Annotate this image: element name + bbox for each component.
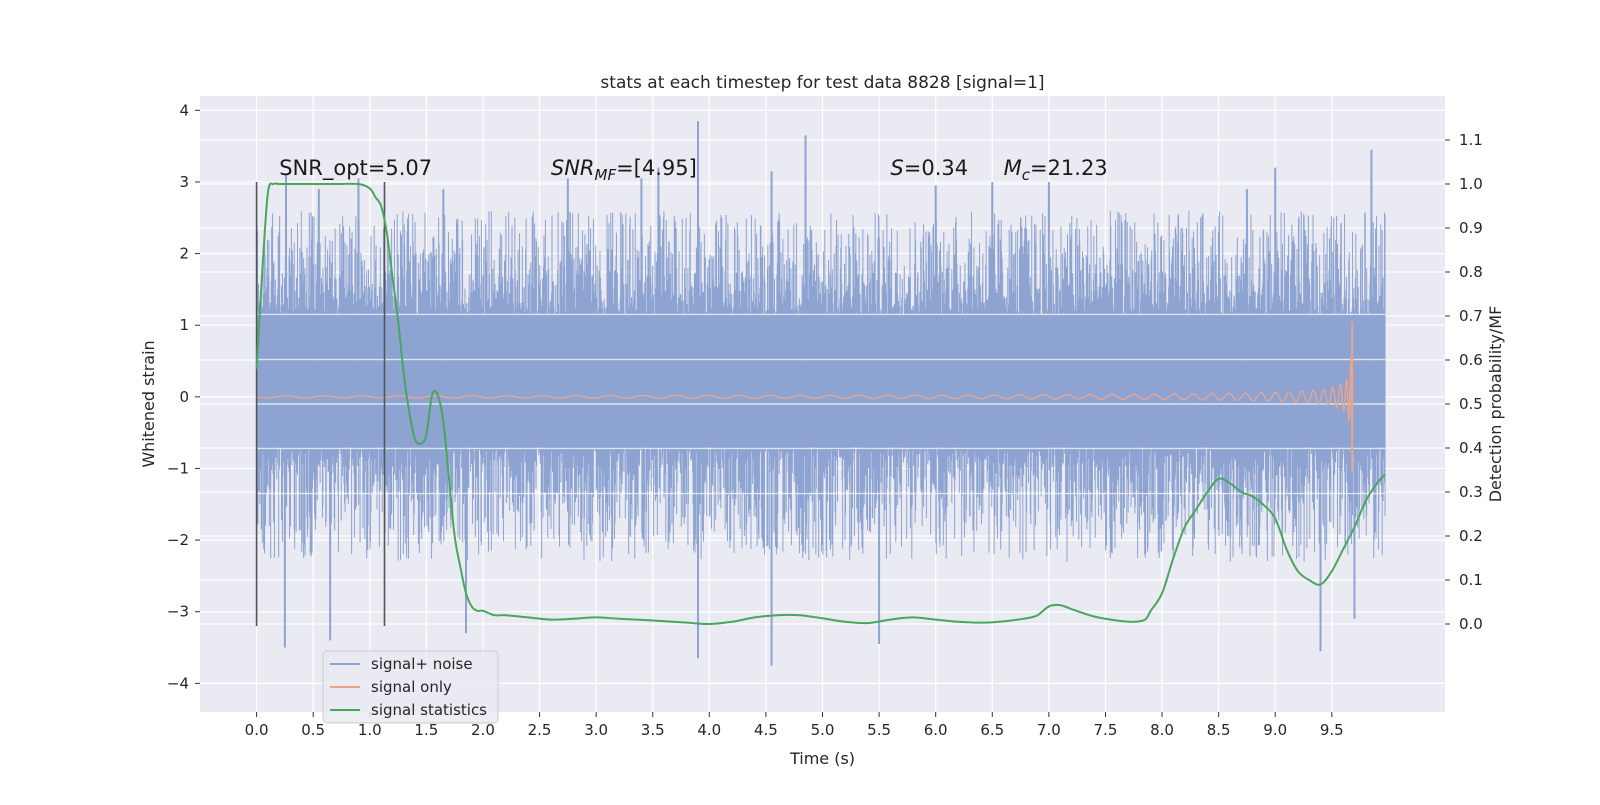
y-right-axis-label: Detection probability/MF [1486, 306, 1505, 503]
x-axis-label: Time (s) [789, 749, 855, 768]
y-tick-label: 2 [179, 245, 189, 263]
signal-only-trace [256, 356, 1353, 454]
x-tick-label: 9.0 [1263, 721, 1287, 739]
annotation-1: SNRMF=[4.95] [551, 156, 697, 184]
legend-label: signal only [371, 678, 452, 696]
y-axis-ticks: 4 3 2 1 0 −1 −2 −3 −4 [167, 101, 200, 692]
legend-label: signal statistics [371, 701, 487, 719]
x-tick-label: 3.5 [641, 721, 665, 739]
annotations: SNR_opt=5.07 SNRMF=[4.95] S=0.34 Mc=21.23 [279, 156, 1107, 184]
y-tick-label: 0 [179, 388, 189, 406]
x-tick-label: 4.0 [697, 721, 721, 739]
y-right-tick-label: 0.7 [1459, 307, 1483, 325]
y-right-tick-label: 0.2 [1459, 527, 1483, 545]
x-tick-label: 1.5 [414, 721, 438, 739]
y-right-axis-ticks: 1.1 1.0 0.9 0.8 0.7 0.6 0.5 0.4 0.3 0.2 0.1 0.0 [1445, 131, 1483, 633]
series-signal-only [256, 321, 1354, 473]
y-right-tick-label: 0.6 [1459, 351, 1483, 369]
x-tick-label: 5.5 [867, 721, 891, 739]
x-tick-label: 2.5 [528, 721, 552, 739]
y-right-tick-label: 0.3 [1459, 483, 1483, 501]
y-tick-label: 4 [179, 101, 189, 119]
y-right-tick-label: 1.0 [1459, 175, 1483, 193]
x-tick-label: 3.0 [584, 721, 608, 739]
annotation-2: S=0.34 [890, 156, 968, 180]
y-tick-label: −3 [167, 603, 189, 621]
annotation-0: SNR_opt=5.07 [279, 156, 432, 181]
x-tick-label: 6.5 [980, 721, 1004, 739]
series-signal-statistics [255, 182, 1386, 626]
y-tick-label: −2 [167, 531, 189, 549]
x-tick-label: 7.0 [1037, 721, 1061, 739]
x-tick-label: 0.0 [245, 721, 269, 739]
x-tick-label: 8.0 [1150, 721, 1174, 739]
x-tick-label: 0.5 [301, 721, 325, 739]
x-tick-label: 5.0 [811, 721, 835, 739]
vertical-markers [255, 181, 386, 627]
y-right-tick-label: 0.4 [1459, 439, 1483, 457]
x-tick-label: 6.0 [924, 721, 948, 739]
signal-statistics-trace [255, 182, 1386, 626]
y-axis-label: Whitened strain [139, 340, 158, 467]
y-right-tick-label: 0.8 [1459, 263, 1483, 281]
y-tick-label: −1 [167, 459, 189, 477]
y-tick-label: −4 [167, 674, 189, 692]
legend-box [322, 650, 499, 724]
annotation-3: Mc=21.23 [1004, 156, 1108, 184]
y-tick-label: 1 [179, 316, 189, 334]
x-tick-label: 2.0 [471, 721, 495, 739]
x-tick-label: 9.5 [1320, 721, 1344, 739]
x-tick-label: 1.0 [358, 721, 382, 739]
y-right-tick-label: 0.9 [1459, 219, 1483, 237]
x-tick-label: 7.5 [1094, 721, 1118, 739]
legend: signal+ noise signal only signal statistic… [322, 650, 499, 724]
y-right-tick-label: 0.1 [1459, 571, 1483, 589]
chart-title: stats at each timestep for test data 882… [600, 73, 1044, 93]
x-tick-label: 8.5 [1207, 721, 1231, 739]
y-right-tick-label: 0.5 [1459, 395, 1483, 413]
x-tick-label: 4.5 [754, 721, 778, 739]
y-tick-label: 3 [179, 173, 189, 191]
x-axis-ticks: 0.0 0.5 1.0 1.5 2.0 2.5 3.0 3.5 4.0 4.5 5.0 5.5 6.0 6… [245, 712, 1344, 739]
y-right-tick-label: 1.1 [1459, 131, 1483, 149]
legend-label: signal+ noise [371, 655, 473, 673]
y-right-tick-label: 0.0 [1459, 615, 1483, 633]
